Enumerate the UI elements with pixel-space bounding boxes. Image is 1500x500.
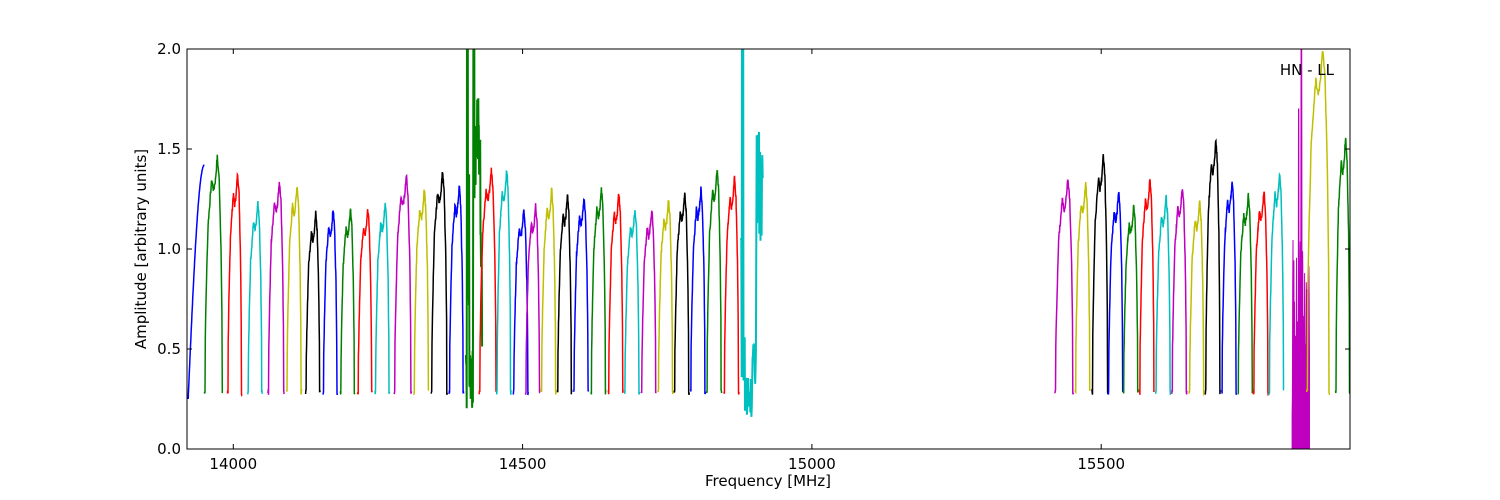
series-band-9 [339, 208, 356, 395]
y-tick-label: 1.0 [157, 240, 181, 258]
series-band-4 [247, 200, 263, 395]
series-band-40 [1154, 194, 1172, 396]
series-band-7 [304, 210, 321, 395]
series-band-39 [1138, 178, 1155, 395]
series-band-20 [524, 203, 541, 395]
x-tick-label: 15500 [1077, 455, 1125, 473]
series-band-2 [203, 154, 224, 394]
y-tick-label: 0.5 [157, 340, 181, 358]
y-tick-label: 0.0 [157, 440, 181, 458]
x-tick-label: 14000 [209, 455, 257, 473]
series-band-11 [374, 202, 391, 395]
series-band-30 [689, 186, 707, 395]
series-band-45 [1237, 192, 1254, 395]
x-tick-label: 14500 [499, 455, 547, 473]
series-band-8 [322, 210, 339, 396]
series-band-fill [1291, 49, 1310, 449]
series-band-25 [607, 193, 624, 395]
series-band-32 [723, 175, 740, 395]
series-band-21 [540, 187, 557, 395]
series-band-17 [478, 167, 498, 395]
series-band-37 [1107, 191, 1124, 395]
series-band-13 [413, 189, 430, 395]
series-band-50 [1334, 137, 1350, 396]
series-band-29 [673, 192, 690, 396]
series-band-10 [356, 209, 373, 395]
series-band-16 [464, 49, 484, 409]
plot-series [187, 49, 1350, 449]
series-band-12 [393, 173, 413, 395]
series-band-47 [1268, 171, 1285, 395]
series-band-33 [740, 49, 764, 417]
series-band-44 [1220, 181, 1238, 396]
series-band-28 [657, 200, 674, 394]
series-band-1 [187, 164, 205, 400]
x-tick-label: 15000 [788, 455, 836, 473]
series-band-38 [1122, 204, 1139, 394]
y-axis-label: Amplitude [arbitrary units] [132, 149, 150, 349]
x-axis-label: Frequency [MHz] [705, 472, 831, 490]
series-band-42 [1188, 199, 1205, 397]
axis-ticks: 14000 14500 15000 15500 0.0 0.5 1.0 1.5 2.0 [157, 40, 1350, 473]
series-band-31 [705, 169, 723, 394]
plot-annotation: HN - LL [1280, 61, 1335, 79]
y-tick-label: 1.5 [157, 140, 181, 158]
y-tick-label: 2.0 [157, 40, 181, 58]
series-band-6 [285, 186, 303, 395]
series-band-36 [1091, 154, 1109, 395]
series-band-15 [448, 185, 465, 395]
series-band-46 [1252, 191, 1269, 397]
series-band-3 [226, 171, 243, 397]
series-band-19 [512, 209, 530, 396]
series-band-43 [1204, 138, 1222, 395]
series-band-35 [1074, 182, 1091, 395]
series-band-41 [1171, 189, 1188, 395]
series-band-5 [267, 181, 285, 395]
series-band-22 [556, 194, 573, 395]
series-band-49 [1305, 50, 1331, 396]
series-band-34 [1054, 179, 1075, 395]
series-band-24 [590, 187, 607, 395]
series-band-14 [430, 172, 449, 395]
series-band-23 [572, 197, 590, 393]
series-band-27 [640, 210, 657, 394]
series-band-26 [623, 210, 641, 395]
series-band-18 [495, 169, 512, 395]
